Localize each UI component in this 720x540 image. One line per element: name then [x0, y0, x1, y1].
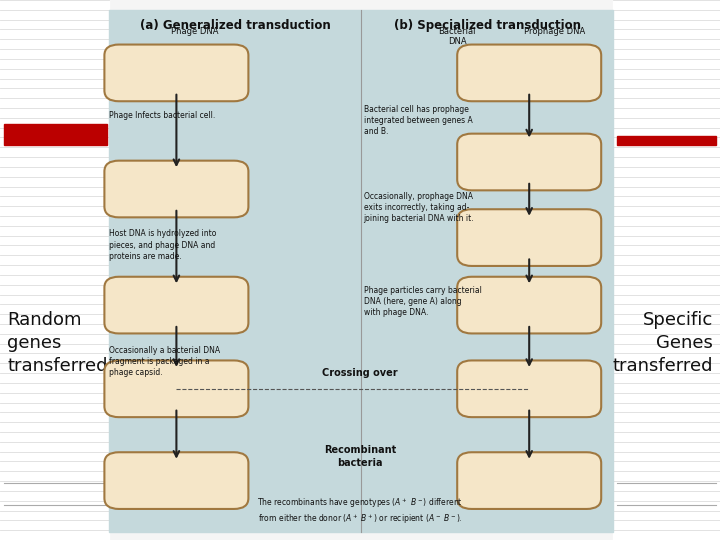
- Bar: [109, 10, 613, 532]
- FancyBboxPatch shape: [104, 277, 248, 333]
- Bar: [0, 0, 109, 540]
- FancyBboxPatch shape: [457, 277, 601, 333]
- Text: Phage particles carry bacterial
DNA (here, gene A) along
with phage DNA.: Phage particles carry bacterial DNA (her…: [364, 286, 482, 318]
- Text: Bacterial cell has prophage
integrated between genes A
and B.: Bacterial cell has prophage integrated b…: [364, 105, 472, 137]
- FancyBboxPatch shape: [104, 361, 248, 417]
- Text: Random
genes
transferred: Random genes transferred: [7, 311, 108, 375]
- FancyBboxPatch shape: [457, 209, 601, 266]
- Text: Occasionally, prophage DNA
exits incorrectly, taking ad-
joining bacterial DNA w: Occasionally, prophage DNA exits incorre…: [364, 192, 474, 223]
- Text: Bacterial
DNA: Bacterial DNA: [438, 27, 476, 46]
- FancyBboxPatch shape: [104, 45, 248, 102]
- Text: Specific
Genes
transferred: Specific Genes transferred: [612, 311, 713, 375]
- Text: Recombinant
bacteria: Recombinant bacteria: [324, 445, 396, 468]
- FancyBboxPatch shape: [457, 45, 601, 102]
- FancyBboxPatch shape: [457, 361, 601, 417]
- Text: Phage Infects bacterial cell.: Phage Infects bacterial cell.: [109, 111, 216, 120]
- FancyBboxPatch shape: [457, 453, 601, 509]
- FancyBboxPatch shape: [457, 134, 601, 191]
- Text: Occasionally a bacterial DNA
fragment is packaged in a
phage capsid.: Occasionally a bacterial DNA fragment is…: [109, 346, 220, 377]
- Text: Prophage DNA: Prophage DNA: [523, 27, 585, 36]
- Text: The recombinants have genotypes ($A^+$ $B^-$) different
from either the donor ($: The recombinants have genotypes ($A^+$ $…: [257, 496, 463, 526]
- Bar: [4, 124, 107, 145]
- Text: (a) Generalized transduction: (a) Generalized transduction: [140, 19, 330, 32]
- Text: (b) Specialized transduction: (b) Specialized transduction: [394, 19, 581, 32]
- FancyBboxPatch shape: [104, 160, 248, 217]
- Text: Crossing over: Crossing over: [322, 368, 398, 377]
- Bar: [617, 136, 716, 145]
- Text: Phage DNA: Phage DNA: [171, 27, 218, 36]
- Bar: [613, 0, 720, 540]
- FancyBboxPatch shape: [104, 453, 248, 509]
- Text: Host DNA is hydrolyzed into
pieces, and phage DNA and
proteins are made.: Host DNA is hydrolyzed into pieces, and …: [109, 230, 217, 261]
